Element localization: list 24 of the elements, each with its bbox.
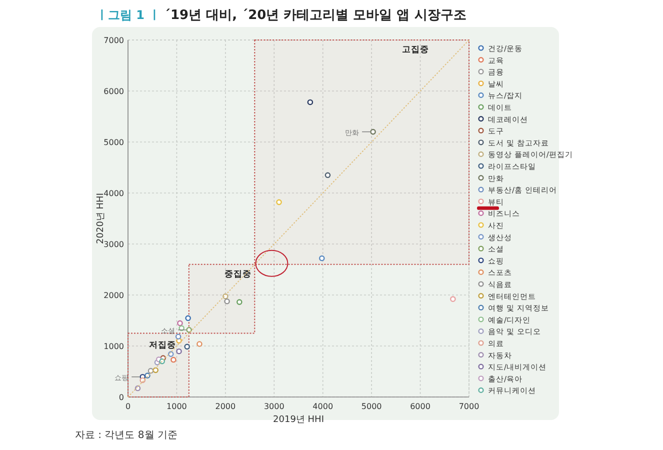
- y-tick-label: 1000: [104, 342, 124, 351]
- x-tick-label: 6000: [410, 402, 430, 411]
- x-tick-label: 5000: [361, 402, 382, 411]
- band-label: 중집중: [224, 269, 252, 280]
- x-tick-label: 1000: [166, 402, 187, 411]
- y-tick-label: 6000: [104, 87, 124, 96]
- y-axis-title: 2020년 HHI: [96, 193, 106, 244]
- y-tick-label: 5000: [104, 138, 124, 147]
- text: 자료 : 각년도 8월 기준: [75, 430, 178, 441]
- y-tick-label: 2000: [104, 291, 124, 300]
- x-tick-label: 2000: [215, 402, 236, 411]
- band-label: 저집중: [148, 340, 176, 350]
- x-tick-label: 0: [125, 402, 131, 411]
- x-tick-label: 3000: [264, 402, 284, 411]
- x-tick-label: 7000: [458, 402, 480, 411]
- chart-title: ´19년 대비, ´20년 카테고리별 모바일 앱 시장구조: [164, 8, 466, 23]
- y-tick-label: 4000: [104, 189, 124, 198]
- y-tick-label: 3000: [104, 240, 124, 249]
- x-tick-label: 4000: [312, 402, 334, 411]
- x-axis-title: 2019년 HHI: [273, 415, 324, 425]
- text: ㅣ그림 1 ㅣ: [96, 8, 161, 22]
- y-tick-label: 7000: [104, 36, 124, 45]
- band-label: 고집중: [402, 45, 429, 55]
- y-tick-label: 0: [118, 393, 124, 402]
